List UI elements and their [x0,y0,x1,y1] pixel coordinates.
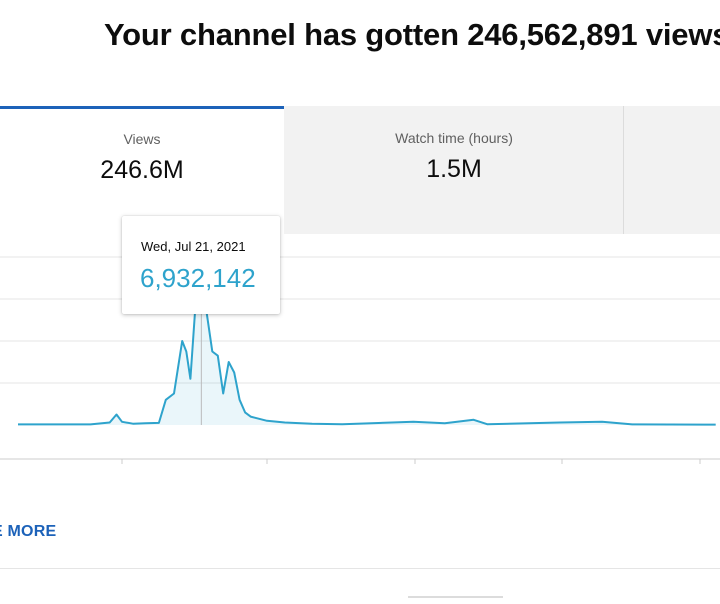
metric-value-watch-time: 1.5M [426,155,482,183]
metric-label-watch-time: Watch time (hours) [395,130,513,146]
card-divider [623,106,624,234]
tooltip-date: Wed, Jul 21, 2021 [141,239,246,254]
chart-tooltip: Wed, Jul 21, 2021 6,932,142 [122,216,280,314]
series-area [18,279,716,425]
metric-cards: Views 246.6M Watch time (hours) 1.5M [0,106,720,234]
page-headline: Your channel has gotten 246,562,891 view… [104,17,720,52]
metric-value-views: 246.6M [100,156,184,184]
metric-card-third[interactable] [624,106,720,234]
views-line-chart[interactable]: 6, 20...May 24, 2021Sep 7, 2021Dec 23, 2… [0,234,720,464]
metric-label-views: Views [123,131,161,147]
scroll-indicator [408,596,503,598]
tooltip-value: 6,932,142 [140,263,256,293]
see-more-link[interactable]: E MORE [0,523,57,540]
series-line [18,278,716,426]
metric-card-watch-time[interactable]: Watch time (hours) 1.5M [284,106,624,234]
section-divider [0,568,720,569]
metric-card-views[interactable]: Views 246.6M [0,106,284,234]
